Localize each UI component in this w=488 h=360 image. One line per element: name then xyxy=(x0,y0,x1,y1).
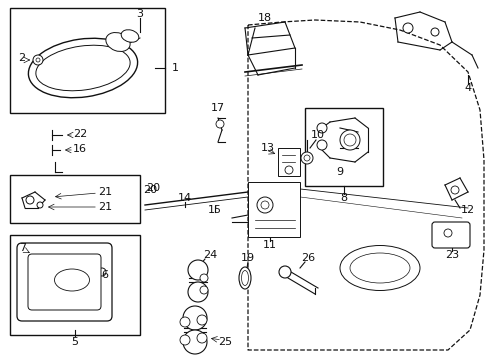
Circle shape xyxy=(183,330,206,354)
Ellipse shape xyxy=(349,253,409,283)
Circle shape xyxy=(26,196,34,204)
Text: 10: 10 xyxy=(310,130,325,140)
Ellipse shape xyxy=(36,45,130,91)
Ellipse shape xyxy=(105,32,130,51)
Ellipse shape xyxy=(121,30,139,42)
Text: 26: 26 xyxy=(300,253,314,263)
Text: 14: 14 xyxy=(178,193,192,203)
Text: 22: 22 xyxy=(73,129,87,139)
Text: 21: 21 xyxy=(98,202,112,212)
Circle shape xyxy=(37,202,43,208)
Circle shape xyxy=(197,315,206,325)
Circle shape xyxy=(279,266,290,278)
Bar xyxy=(10,175,140,223)
Bar xyxy=(278,148,299,176)
Text: 20: 20 xyxy=(145,183,160,193)
Bar xyxy=(247,182,299,237)
Circle shape xyxy=(316,140,326,150)
Circle shape xyxy=(450,186,458,194)
Text: 24: 24 xyxy=(203,250,217,260)
Text: 2: 2 xyxy=(19,53,25,63)
Text: 19: 19 xyxy=(241,253,255,263)
Circle shape xyxy=(216,120,224,128)
Circle shape xyxy=(301,152,312,164)
Text: 3: 3 xyxy=(136,9,143,19)
Text: 15: 15 xyxy=(207,205,222,215)
Circle shape xyxy=(187,260,207,280)
Text: 13: 13 xyxy=(261,143,274,153)
Text: 21: 21 xyxy=(98,187,112,197)
Circle shape xyxy=(430,28,438,36)
Circle shape xyxy=(316,123,326,133)
Text: 7: 7 xyxy=(20,243,26,253)
Circle shape xyxy=(443,229,451,237)
Text: 6: 6 xyxy=(102,270,108,280)
Circle shape xyxy=(257,197,272,213)
Circle shape xyxy=(183,306,206,330)
Text: 9: 9 xyxy=(336,167,343,177)
Ellipse shape xyxy=(239,267,250,289)
Circle shape xyxy=(98,268,106,276)
Text: 17: 17 xyxy=(210,103,224,113)
Circle shape xyxy=(402,23,412,33)
Circle shape xyxy=(33,55,43,65)
Text: 20: 20 xyxy=(142,185,157,195)
Text: 8: 8 xyxy=(340,193,347,203)
Circle shape xyxy=(36,58,40,62)
Text: 12: 12 xyxy=(460,205,474,215)
FancyBboxPatch shape xyxy=(431,222,469,248)
FancyBboxPatch shape xyxy=(28,254,101,310)
Text: 11: 11 xyxy=(263,240,276,250)
Ellipse shape xyxy=(241,270,248,285)
Circle shape xyxy=(197,333,206,343)
Text: 18: 18 xyxy=(257,13,271,23)
FancyBboxPatch shape xyxy=(17,243,112,321)
Circle shape xyxy=(343,134,355,146)
Text: 1: 1 xyxy=(171,63,178,73)
Text: 23: 23 xyxy=(444,250,458,260)
Text: 25: 25 xyxy=(218,337,232,347)
Circle shape xyxy=(285,166,292,174)
Bar xyxy=(10,235,140,335)
Text: 4: 4 xyxy=(464,83,470,93)
Circle shape xyxy=(339,130,359,150)
Text: 5: 5 xyxy=(71,337,79,347)
Circle shape xyxy=(180,317,190,327)
Circle shape xyxy=(304,155,309,161)
Ellipse shape xyxy=(339,246,419,291)
Ellipse shape xyxy=(28,38,137,98)
Circle shape xyxy=(200,274,207,282)
Ellipse shape xyxy=(54,269,89,291)
Bar xyxy=(305,108,382,186)
Text: 16: 16 xyxy=(73,144,87,154)
Circle shape xyxy=(200,286,207,294)
Circle shape xyxy=(180,335,190,345)
Circle shape xyxy=(261,201,268,209)
Circle shape xyxy=(187,282,207,302)
Bar xyxy=(10,8,164,113)
